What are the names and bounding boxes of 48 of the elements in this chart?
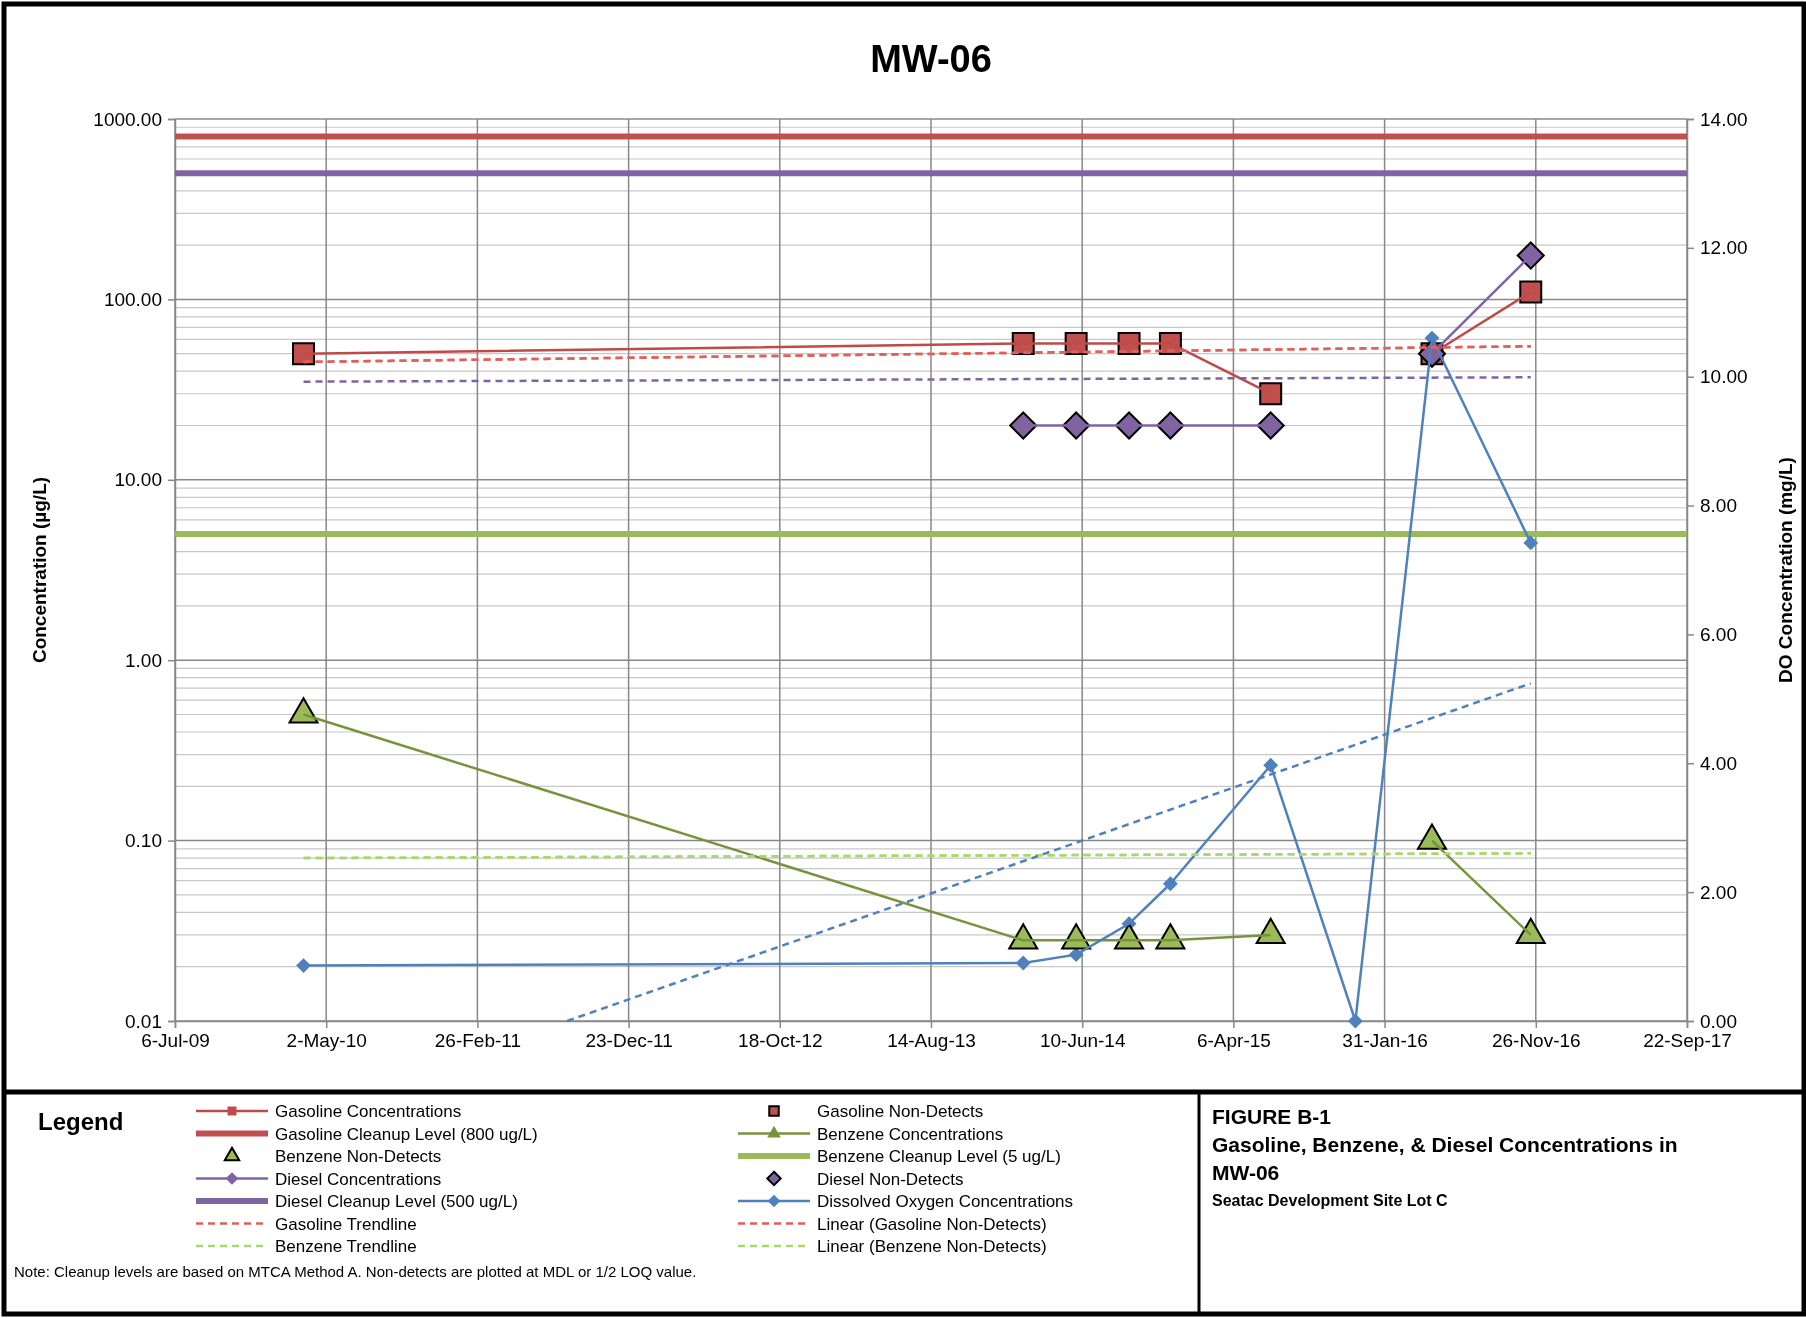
legend-label: Benzene Concentrations [817,1124,1004,1144]
x-tick-label: 18-Oct-12 [738,1030,823,1052]
text: FIGURE B-1 [1212,1105,1332,1128]
legend-label: Linear (Gasoline Non-Detects) [817,1214,1047,1234]
x-tick-label: 26-Nov-16 [1491,1030,1581,1052]
y2-tick-label: 4.00 [1700,752,1737,774]
legend-label: Benzene Cleanup Level (5 ug/L) [817,1147,1061,1166]
x-tick-label: 6-Jul-09 [141,1030,210,1052]
y-tick-label: 100.00 [103,288,162,310]
legend-label: Gasoline Non-Detects [817,1102,984,1121]
y2-tick-label: 2.00 [1700,881,1737,903]
y2-tick-label: 14.00 [1700,108,1748,130]
legend-label: Gasoline Trendline [275,1214,417,1234]
y2-tick-label: 12.00 [1700,237,1748,259]
legend-label: Diesel Non-Detects [817,1169,964,1189]
legend-label: Dissolved Oxygen Concentrations [817,1192,1074,1211]
legend-label: Gasoline Cleanup Level (800 ug/L) [275,1124,538,1144]
legend-label: Diesel Concentrations [275,1169,442,1189]
text: MW-06 [1212,1161,1280,1184]
x-tick-label: 22-Sep-17 [1643,1030,1732,1052]
text: Seatac Development Site Lot C [1212,1192,1449,1209]
y2-tick-label: 6.00 [1700,624,1737,646]
x-tick-label: 14-Aug-13 [887,1030,976,1052]
x-tick-label: 6-Apr-15 [1196,1030,1271,1052]
y-tick-label: 1.00 [125,649,162,671]
legend-title: Legend [38,1108,124,1135]
x-tick-label: 23-Dec-11 [585,1030,673,1052]
legend-label: Gasoline Concentrations [275,1102,462,1121]
y2-tick-label: 8.00 [1700,495,1737,517]
x-tick-label: 31-Jan-16 [1342,1030,1428,1052]
x-tick-label: 26-Feb-11 [434,1030,522,1052]
legend-label: Linear (Benzene Non-Detects) [817,1237,1047,1256]
y2-tick-label: 0.00 [1700,1010,1737,1032]
y-axis-title: Concentration (µg/L) [29,476,50,664]
x-tick-label: 10-Jun-14 [1039,1030,1126,1052]
y2-axis-title: DO Concentration (mg/L) [1775,457,1796,683]
y2-tick-label: 10.00 [1700,366,1748,388]
y-tick-label: 1000.00 [93,108,162,130]
legend-label: Benzene Non-Detects [275,1147,442,1166]
text: Note: Cleanup levels are based on MTCA Method A. Non-detects are plotted at MDL or 1/2 LOQ value. [14,1263,697,1280]
text: Gasoline, Benzene, & Diesel Concentrations in [1212,1133,1678,1156]
y-tick-label: 0.01 [125,1010,162,1032]
y-tick-label: 0.10 [125,830,162,852]
y-tick-label: 10.00 [114,469,162,491]
legend-label: Benzene Trendline [275,1237,417,1256]
legend-label: Diesel Cleanup Level (500 ug/L) [275,1192,518,1211]
x-tick-label: 2-May-10 [286,1030,367,1052]
chart-title: MW-06 [870,38,992,80]
